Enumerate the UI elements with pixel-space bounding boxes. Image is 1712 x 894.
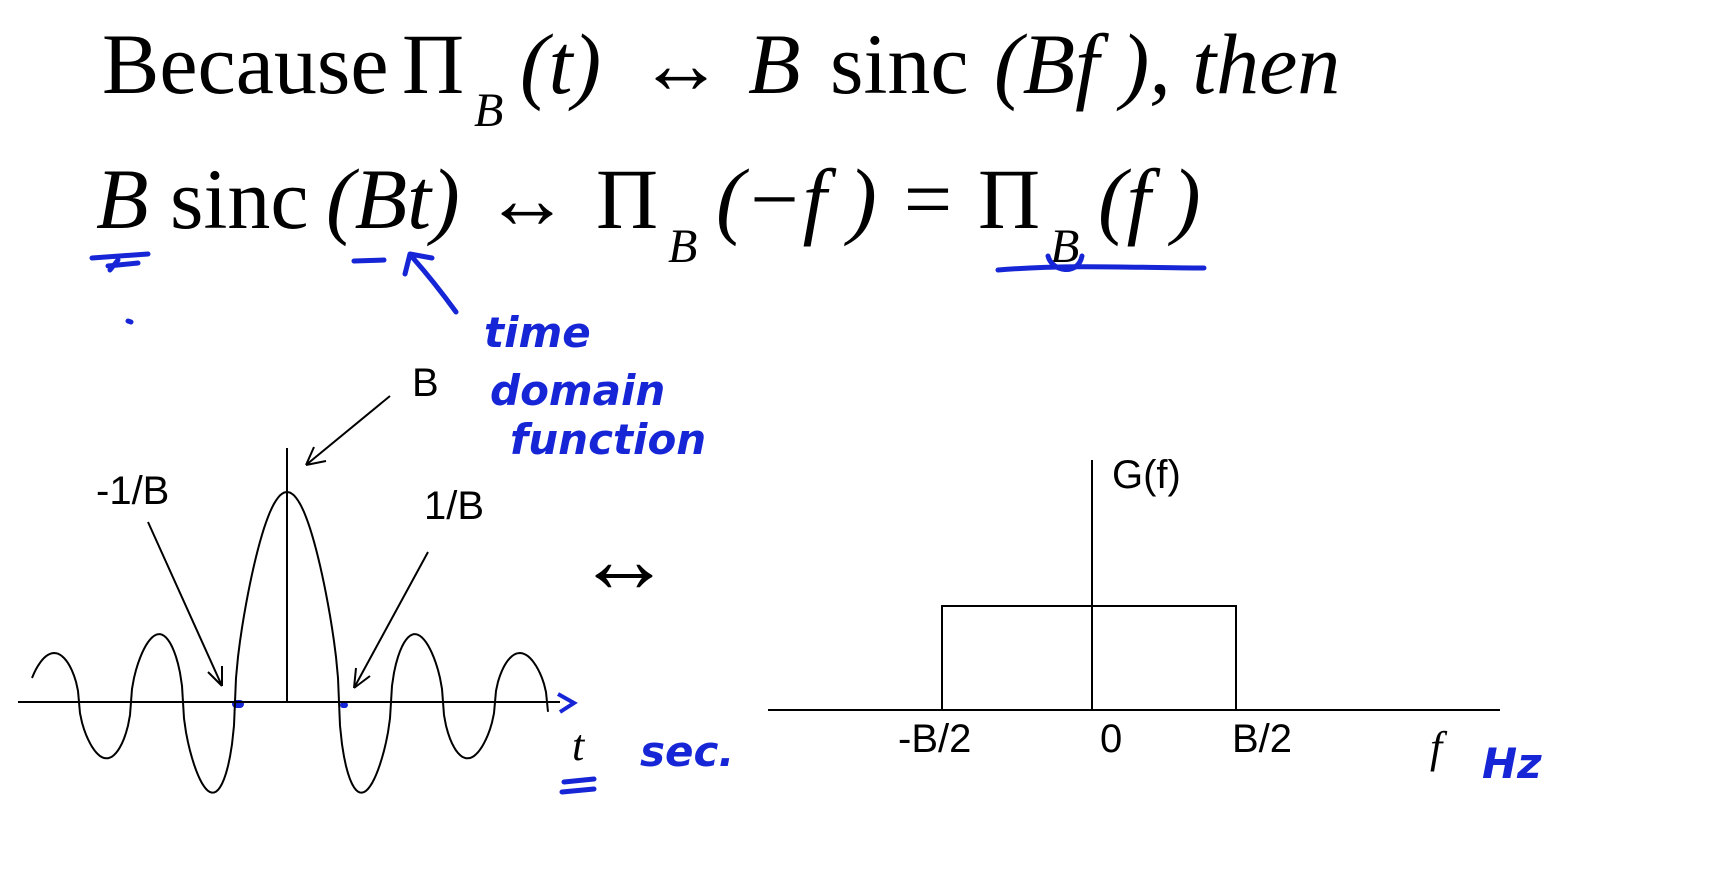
pi-argument: (−f ) = [716, 151, 956, 247]
equation-line-1: Because Π B (t) ↔ B sinc (Bf ), then [102, 16, 1340, 137]
pi-symbol: Π [402, 16, 464, 112]
rect-plot: G(f) -B/2 0 B/2 f [768, 453, 1500, 772]
left-zero-label: -1/B [96, 469, 169, 513]
time-axis-pen-arrow [557, 692, 578, 714]
pi-b-underline [995, 264, 1207, 273]
note-hertz: Hz [1482, 739, 1542, 788]
time-axis-label: t [572, 721, 586, 770]
left-zero-pointer-arrow [147, 521, 223, 687]
sinc-argument: (Bt) [326, 151, 460, 247]
peak-pointer-arrow [305, 395, 391, 466]
right-zero-label: 1/B [424, 484, 484, 528]
peak-label: B [412, 361, 439, 405]
transform-pair-arrow: ↔ [576, 506, 672, 613]
sinc-word: sinc [170, 151, 309, 247]
sinc-curve [31, 491, 549, 794]
note-domain: domain [490, 366, 665, 415]
right-zero-pointer-arrow [353, 551, 429, 689]
tick-label-right: B/2 [1232, 717, 1292, 761]
fourier-pair-arrow: ↔ [484, 151, 570, 247]
note-time: time [484, 308, 591, 357]
note-seconds: sec. [640, 727, 734, 776]
pi-argument-2: (f ) [1098, 151, 1201, 247]
note-function: function [510, 415, 706, 464]
pi-subscript: B [474, 84, 503, 137]
subscript-b-circle-mark [1045, 253, 1085, 272]
because-word: Because [102, 16, 389, 112]
pi-argument: (t) [520, 16, 601, 112]
b-underline-mark [89, 251, 151, 273]
equation-line-2: B sinc (Bt) ↔ Π B (−f ) = Π B (f ) [96, 151, 1201, 273]
time-domain-pointer-arrow [402, 251, 459, 315]
spectrum-label: G(f) [1112, 453, 1181, 497]
pi-subscript: B [668, 220, 697, 273]
tick-label-left: -B/2 [898, 717, 971, 761]
rect-pulse [941, 605, 1237, 710]
t-underline-mark [351, 257, 387, 264]
tick-label-zero: 0 [1100, 717, 1122, 761]
sinc-argument: (Bf ), then [994, 16, 1340, 112]
amplitude-b: B [748, 16, 801, 112]
t-double-underline [559, 776, 597, 795]
pi-symbol: Π [596, 151, 658, 247]
pen-dot [125, 318, 134, 325]
sinc-word: sinc [830, 16, 969, 112]
sinc-plot: B -1/B 1/B t [18, 361, 586, 794]
frequency-axis-label: f [1430, 723, 1448, 772]
fourier-pair-arrow: ↔ [638, 16, 724, 112]
pen-annotations [89, 251, 1207, 795]
pen-text: time domain function sec. Hz [484, 308, 1542, 788]
pi-symbol-2: Π [978, 151, 1040, 247]
amplitude-b: B [96, 151, 149, 247]
